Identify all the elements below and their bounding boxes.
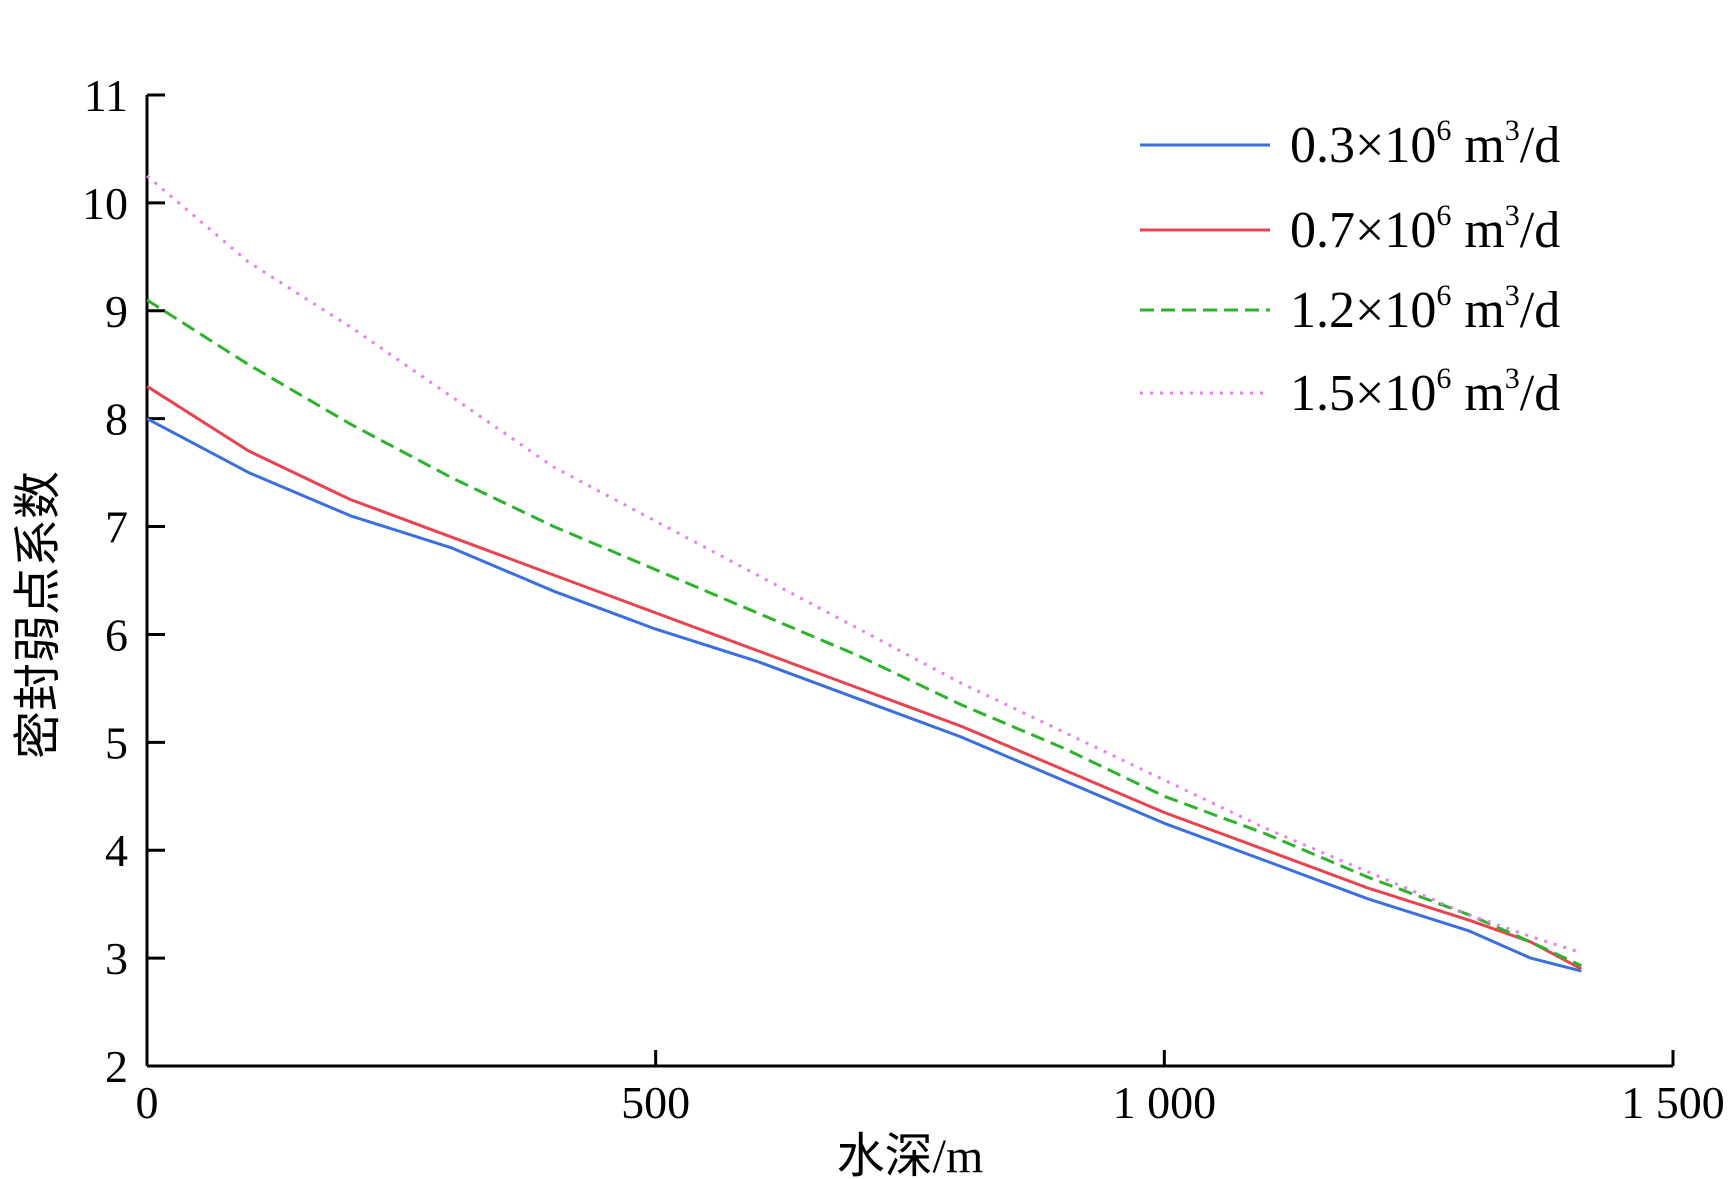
legend-label-prefix: 0.3×10 <box>1290 117 1436 174</box>
legend: 0.3×106 m3/d0.7×106 m3/d1.2×106 m3/d1.5×… <box>1140 114 1560 422</box>
legend-label-mid: m <box>1451 365 1504 422</box>
legend-label-prefix: 1.2×10 <box>1290 282 1436 339</box>
legend-label-prefix: 0.7×10 <box>1290 202 1436 259</box>
legend-label-mid: m <box>1451 117 1504 174</box>
x-tick-label: 1 500 <box>1621 1077 1725 1128</box>
y-tick-label: 10 <box>82 178 128 229</box>
y-tick-label: 9 <box>105 286 128 337</box>
legend-label-suffix: /d <box>1520 282 1560 339</box>
x-tick-label: 500 <box>621 1077 690 1128</box>
legend-label: 1.2×106 m3/d <box>1290 279 1560 339</box>
series-line-2 <box>146 385 1583 971</box>
legend-label-suffix: /d <box>1520 365 1560 422</box>
y-tick-label: 11 <box>84 70 128 121</box>
y-tick-label: 5 <box>105 717 128 768</box>
y-tick-label: 6 <box>105 609 128 660</box>
y-tick-label: 2 <box>105 1041 128 1092</box>
legend-label: 0.7×106 m3/d <box>1290 199 1560 259</box>
x-axis-label: 水深/m <box>837 1130 984 1179</box>
legend-label-sup1: 6 <box>1436 279 1451 312</box>
legend-label: 0.3×106 m3/d <box>1290 114 1560 174</box>
legend-label-suffix: /d <box>1520 117 1560 174</box>
x-tick-label: 1 000 <box>1113 1077 1217 1128</box>
legend-label-sup2: 3 <box>1505 279 1520 312</box>
legend-label-mid: m <box>1451 202 1504 259</box>
chart-axes: 0 500 1 000 1 500 2 3 4 5 6 7 8 9 10 11 <box>82 70 1725 1128</box>
legend-label-sup1: 6 <box>1436 114 1451 147</box>
y-tick-label: 3 <box>105 933 128 984</box>
legend-label-sup2: 3 <box>1505 114 1520 147</box>
legend-label-suffix: /d <box>1520 202 1560 259</box>
series-layer <box>146 174 1583 973</box>
legend-label: 1.5×106 m3/d <box>1290 362 1560 422</box>
y-tick-label: 7 <box>105 502 128 553</box>
legend-label-mid: m <box>1451 282 1504 339</box>
legend-label-sup2: 3 <box>1505 199 1520 232</box>
legend-label-sup1: 6 <box>1436 362 1451 395</box>
x-tick-label: 0 <box>136 1077 159 1128</box>
legend-label-prefix: 1.5×10 <box>1290 365 1436 422</box>
y-tick-label: 8 <box>105 394 128 445</box>
series-line-3 <box>146 298 1583 968</box>
legend-label-sup1: 6 <box>1436 199 1451 232</box>
y-axis-label: 密封弱点系数 <box>12 471 65 759</box>
series-line-1 <box>146 417 1582 973</box>
y-tick-label: 4 <box>105 825 128 876</box>
legend-label-sup2: 3 <box>1505 362 1520 395</box>
